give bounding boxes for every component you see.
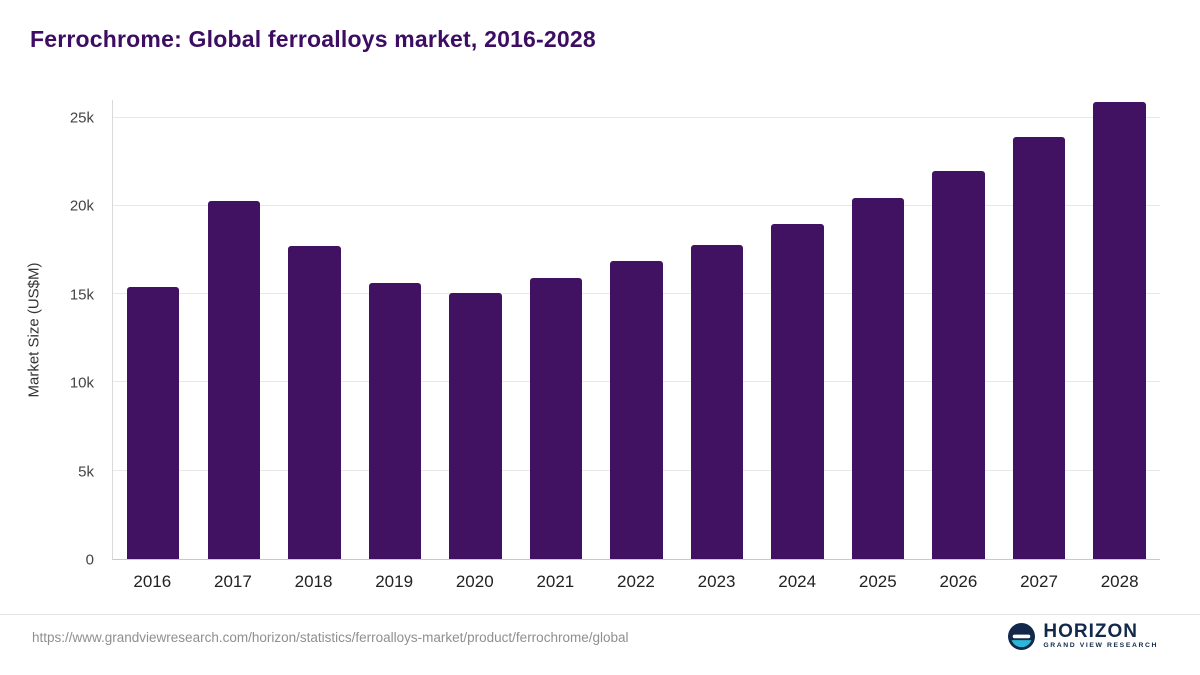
- bar-2026: [932, 170, 985, 559]
- logo-text: HORIZON GRAND VIEW RESEARCH: [1043, 622, 1158, 650]
- bar-2021: [529, 278, 583, 559]
- x-label-2021: 2021: [536, 572, 575, 591]
- bar-slot-2025: [838, 100, 919, 559]
- x-label-2020: 2020: [455, 572, 494, 591]
- y-axis-tick-labels: 0 5k 10k 15k 20k 25k: [0, 100, 104, 568]
- ytick-label-0: 0: [85, 551, 94, 569]
- ytick-label-10k: 10k: [69, 374, 94, 392]
- bars-row: [113, 100, 1160, 559]
- bar-slot-2020: [435, 100, 516, 559]
- page-title: Ferrochrome: Global ferroalloys market, …: [30, 26, 596, 52]
- ytick-label-20k: 20k: [69, 197, 94, 215]
- x-label-2017: 2017: [214, 572, 252, 591]
- logo-subtitle: GRAND VIEW RESEARCH: [1043, 642, 1158, 649]
- bar-2028: [1093, 101, 1146, 559]
- bar-2019: [368, 282, 422, 559]
- x-label-2025: 2025: [858, 572, 897, 591]
- x-label-2019: 2019: [375, 572, 414, 591]
- bar-2020: [449, 293, 502, 559]
- horizon-logo: HORIZON GRAND VIEW RESEARCH: [1008, 622, 1158, 650]
- x-label-2024: 2024: [778, 572, 817, 591]
- ytick-label-25k: 25k: [69, 109, 94, 127]
- bar-slot-2017: [194, 100, 275, 559]
- bar-slot-2024: [757, 100, 838, 559]
- x-label-2016: 2016: [133, 572, 172, 591]
- plot-area: [112, 100, 1160, 560]
- bar-slot-2019: [355, 100, 436, 559]
- source-url: https://www.grandviewresearch.com/horizo…: [32, 630, 629, 645]
- x-label-2026: 2026: [939, 572, 978, 591]
- bar-slot-2026: [918, 100, 999, 559]
- bar-slot-2016: [113, 100, 194, 559]
- bar-2024: [771, 223, 824, 559]
- x-label-2027: 2027: [1020, 572, 1058, 591]
- x-axis-labels: 2016 2017 2018 2019 2020 2021 2022 2023 2024 2025…: [112, 566, 1160, 592]
- bar-2025: [851, 197, 905, 559]
- bar-2022: [610, 260, 663, 559]
- gridline-25k: [113, 116, 1160, 118]
- x-label-2022: 2022: [617, 572, 655, 591]
- x-label-2023: 2023: [697, 572, 736, 591]
- bar-slot-2022: [596, 100, 677, 559]
- x-label-2028: 2028: [1100, 572, 1139, 591]
- footer-divider: [0, 614, 1200, 615]
- ytick-label-5k: 5k: [78, 463, 94, 481]
- bar-slot-2028: [1079, 100, 1160, 559]
- gridline-20k: [113, 204, 1160, 206]
- bar-2017: [207, 200, 260, 559]
- horizon-logo-icon: [1008, 622, 1036, 650]
- logo-title: HORIZON: [1043, 621, 1138, 642]
- bar-2018: [288, 245, 341, 559]
- bar-2016: [127, 287, 180, 559]
- bar-slot-2021: [516, 100, 597, 559]
- bar-2023: [690, 244, 744, 559]
- bar-2027: [1012, 137, 1066, 559]
- bar-slot-2027: [999, 100, 1080, 559]
- x-label-2018: 2018: [294, 572, 333, 591]
- bar-slot-2023: [677, 100, 758, 559]
- bar-slot-2018: [274, 100, 355, 559]
- ytick-label-15k: 15k: [69, 286, 94, 304]
